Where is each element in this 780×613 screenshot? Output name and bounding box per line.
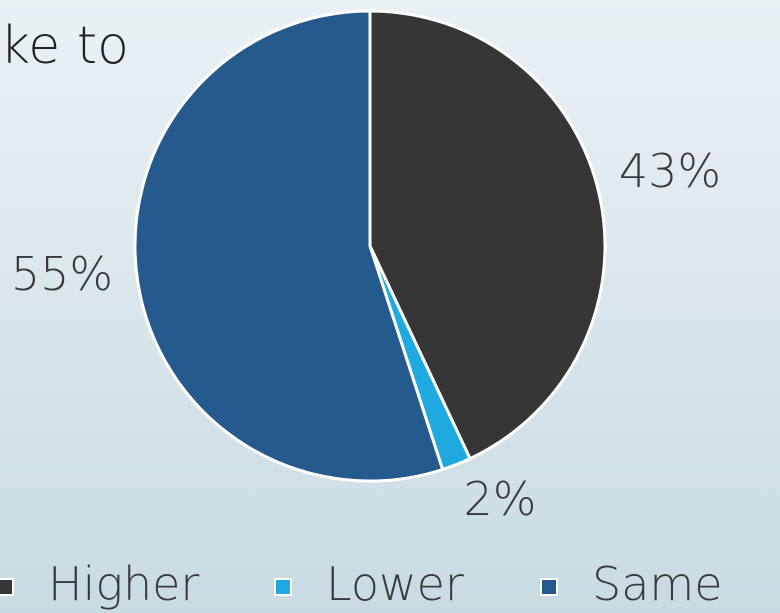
pie-data-labels: 43% 2% 55% [11, 144, 721, 526]
legend-swatch-higher [0, 578, 14, 596]
pie-slice-higher [368, 9, 607, 461]
legend-label-same: Same [592, 557, 723, 611]
data-label-lower: 2% [464, 472, 537, 526]
legend-swatch-lower [274, 578, 292, 596]
chart-title: ke to [0, 16, 129, 76]
pie-slices [133, 9, 607, 483]
pie-slice-same [133, 9, 445, 483]
legend-label-lower: Lower [326, 557, 464, 611]
data-label-higher: 43% [619, 144, 721, 198]
chart-legend: Higher Lower Same [0, 556, 780, 613]
legend-label-higher: Higher [48, 557, 200, 611]
data-label-same: 55% [11, 247, 113, 301]
legend-swatch-same [540, 578, 558, 596]
